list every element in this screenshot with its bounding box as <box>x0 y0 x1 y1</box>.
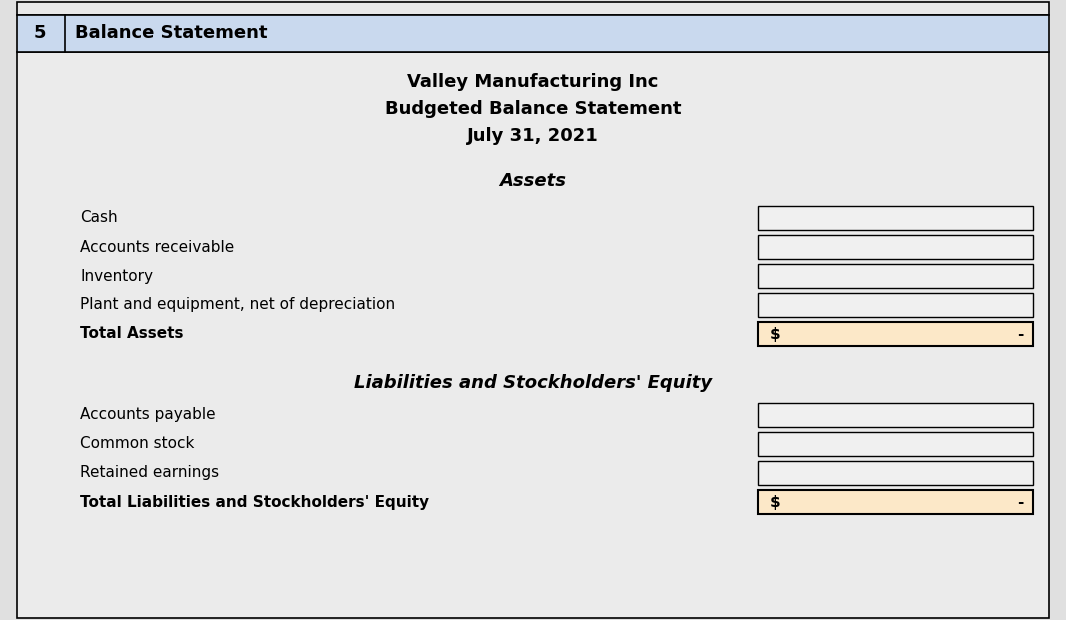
Text: Total Liabilities and Stockholders' Equity: Total Liabilities and Stockholders' Equi… <box>80 495 430 510</box>
Text: Common stock: Common stock <box>80 436 194 451</box>
Text: -: - <box>1017 327 1023 342</box>
Bar <box>17 15 1049 52</box>
Text: Liabilities and Stockholders' Equity: Liabilities and Stockholders' Equity <box>354 374 712 392</box>
Text: Valley Manufacturing Inc: Valley Manufacturing Inc <box>407 73 659 91</box>
Text: 5: 5 <box>34 25 46 43</box>
Bar <box>758 293 1033 317</box>
Bar <box>758 206 1033 230</box>
Text: Accounts payable: Accounts payable <box>80 407 215 422</box>
Text: Accounts receivable: Accounts receivable <box>80 239 235 254</box>
Text: Assets: Assets <box>500 172 566 190</box>
Bar <box>758 432 1033 456</box>
Text: Balance Statement: Balance Statement <box>75 25 268 43</box>
Bar <box>758 490 1033 514</box>
Bar <box>758 235 1033 259</box>
Text: $: $ <box>770 495 780 510</box>
Text: Cash: Cash <box>80 211 117 226</box>
Text: Retained earnings: Retained earnings <box>80 466 220 480</box>
Bar <box>758 461 1033 485</box>
Bar <box>758 403 1033 427</box>
Text: $: $ <box>770 327 780 342</box>
Text: -: - <box>1017 495 1023 510</box>
Text: Plant and equipment, net of depreciation: Plant and equipment, net of depreciation <box>80 298 395 312</box>
Text: Total Assets: Total Assets <box>80 327 183 342</box>
Bar <box>758 322 1033 346</box>
Text: Budgeted Balance Statement: Budgeted Balance Statement <box>385 100 681 118</box>
Bar <box>758 264 1033 288</box>
Text: Inventory: Inventory <box>80 268 154 283</box>
Text: July 31, 2021: July 31, 2021 <box>467 127 599 145</box>
Bar <box>17 2 1049 15</box>
